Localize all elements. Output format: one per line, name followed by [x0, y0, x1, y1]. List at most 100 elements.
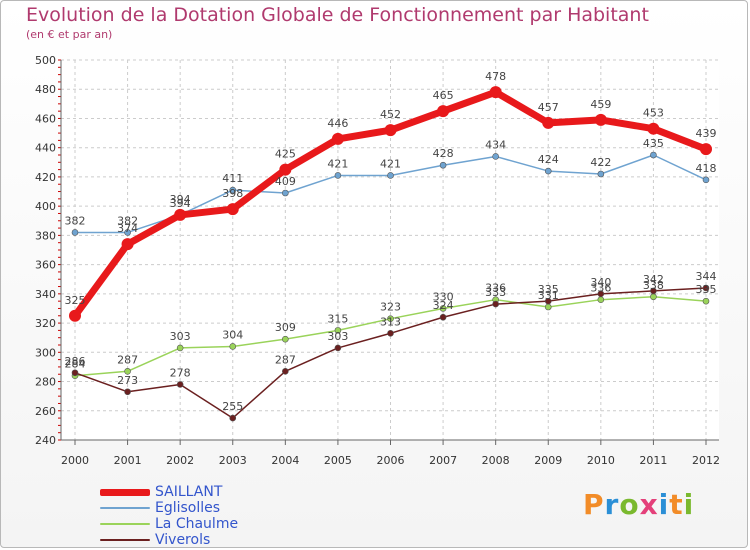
- data-point: [124, 388, 131, 396]
- proxiti-logo: Proxiti: [583, 488, 694, 521]
- data-label: 278: [170, 366, 191, 379]
- data-label: 435: [643, 137, 664, 150]
- data-point: [229, 343, 237, 350]
- data-label: 333: [485, 286, 506, 299]
- data-point: [387, 330, 394, 337]
- x-tick-label: 2010: [587, 454, 615, 467]
- y-tick-label: 400: [35, 200, 56, 213]
- data-label: 255: [222, 400, 243, 413]
- data-label: 453: [643, 107, 664, 120]
- data-point: [124, 229, 131, 236]
- data-point: [492, 153, 499, 160]
- data-label: 409: [275, 175, 296, 188]
- data-point: [384, 124, 397, 137]
- x-tick-label: 2011: [639, 454, 667, 467]
- legend-item: Eglisolles: [100, 500, 238, 516]
- data-label: 336: [590, 282, 611, 295]
- data-point: [334, 344, 342, 352]
- data-point: [439, 313, 447, 321]
- data-label: 457: [538, 101, 559, 114]
- legend-label: SAILLANT: [155, 484, 223, 500]
- legend-label: La Chaulme: [155, 516, 239, 532]
- data-point: [597, 296, 605, 303]
- data-point: [647, 122, 660, 135]
- y-tick-label: 460: [35, 112, 56, 125]
- legend-item: La Chaulme: [100, 516, 238, 532]
- data-point: [279, 163, 292, 176]
- x-tick-label: 2002: [166, 454, 194, 467]
- data-point: [334, 327, 342, 334]
- logo-letter: i: [683, 488, 695, 521]
- data-label: 421: [380, 157, 401, 170]
- x-tick-label: 2006: [377, 454, 405, 467]
- data-label: 286: [65, 355, 86, 368]
- data-label: 382: [117, 214, 138, 227]
- data-point: [176, 381, 184, 388]
- data-label: 323: [380, 301, 401, 314]
- data-label: 394: [170, 197, 191, 210]
- data-point: [124, 368, 131, 375]
- data-label: 374: [117, 222, 138, 235]
- data-label: 336: [485, 282, 506, 295]
- data-label: 382: [65, 214, 86, 227]
- logo-letter: x: [639, 488, 659, 521]
- data-label: 338: [643, 279, 664, 292]
- data-label: 330: [433, 290, 454, 303]
- data-point: [387, 172, 394, 179]
- data-label: 303: [327, 330, 348, 343]
- data-label: 418: [696, 162, 717, 175]
- data-point: [69, 309, 81, 322]
- data-label: 287: [117, 353, 138, 366]
- data-point: [650, 293, 657, 301]
- data-label: 303: [170, 330, 191, 343]
- data-point: [229, 414, 237, 422]
- y-tick-label: 420: [35, 171, 56, 184]
- x-tick-label: 2000: [61, 454, 89, 467]
- chart-legend: SAILLANT Eglisolles La Chaulme Viverols: [100, 484, 238, 548]
- data-label: 452: [380, 108, 401, 121]
- logo-letter: i: [658, 488, 670, 521]
- y-tick-label: 240: [35, 434, 56, 447]
- chart-title: Evolution de la Dotation Globale de Fonc…: [26, 4, 649, 26]
- data-label: 324: [433, 299, 454, 312]
- data-label: 478: [485, 70, 506, 83]
- data-point: [702, 284, 710, 292]
- data-point: [334, 172, 342, 179]
- data-point: [542, 116, 555, 129]
- data-label: 434: [485, 138, 506, 151]
- y-tick-label: 260: [35, 405, 56, 418]
- data-point: [594, 113, 607, 126]
- data-point: [702, 297, 710, 305]
- data-label: 446: [327, 117, 348, 130]
- y-tick-label: 320: [35, 317, 56, 330]
- data-label: 342: [643, 273, 664, 286]
- x-tick-label: 2003: [219, 454, 247, 467]
- data-point: [597, 170, 605, 178]
- data-point: [439, 161, 447, 169]
- logo-letter: t: [669, 488, 684, 521]
- data-point: [282, 189, 289, 197]
- data-point: [282, 368, 289, 375]
- data-point: [387, 315, 394, 322]
- data-point: [544, 303, 552, 311]
- x-tick-label: 2009: [534, 454, 562, 467]
- y-tick-label: 360: [35, 259, 56, 272]
- legend-swatch: [100, 507, 150, 509]
- data-label: 439: [696, 127, 717, 140]
- data-point: [650, 287, 657, 295]
- y-tick-label: 480: [35, 83, 56, 96]
- data-label: 325: [65, 294, 86, 307]
- logo-letter: r: [604, 488, 620, 521]
- data-point: [174, 208, 187, 221]
- data-label: 284: [65, 358, 86, 371]
- data-label: 428: [433, 147, 454, 160]
- y-tick-label: 340: [35, 288, 56, 301]
- data-point: [544, 297, 552, 305]
- data-point: [71, 369, 79, 377]
- data-label: 340: [590, 276, 611, 289]
- data-label: 331: [538, 289, 559, 302]
- chart-subtitle: (en € et par an): [26, 28, 113, 41]
- data-label: 304: [222, 328, 243, 341]
- x-tick-label: 2007: [429, 454, 457, 467]
